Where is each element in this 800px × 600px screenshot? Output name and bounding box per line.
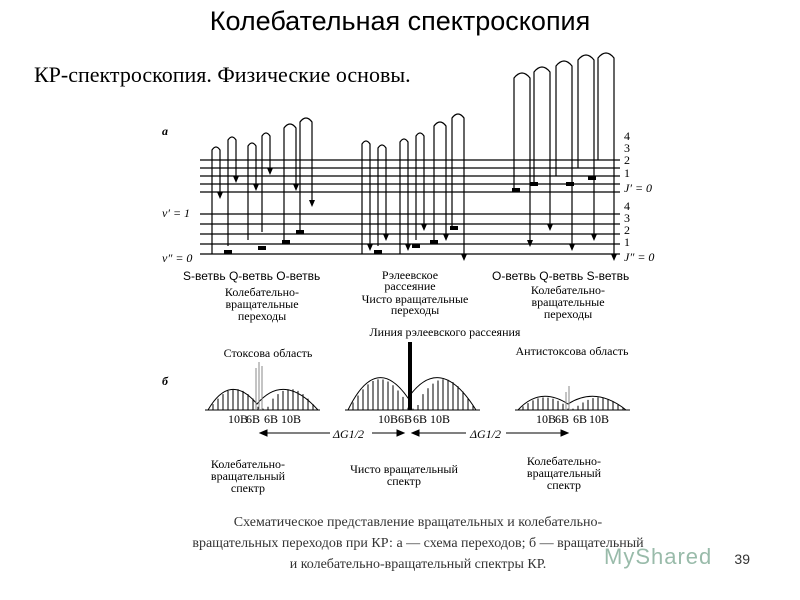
pure-spec-2: спектр [387,474,421,488]
vib-rot-left-1: Колебательно- [225,285,299,299]
tick-right-2: 6B [555,412,569,426]
tick-center-1: 10B [378,412,398,426]
vib-spec-right-2: вращательный [527,466,602,480]
tick-left-1: 10B [228,412,248,426]
v-upper-label: v′ = 1 [162,206,190,220]
j-upper-1: 1 [624,166,630,180]
vib-rot-right-1: Колебательно- [531,283,605,297]
energy-levels [200,159,620,255]
delta-g-left: ΔG1/2 [332,427,364,441]
tick-center-3: 6B [413,412,427,426]
caption-line-2: вращательных переходов при КР: а — схема… [192,536,644,551]
pure-rot-1: Чисто вращательные [362,292,469,306]
branches-left-label: S-ветвь Q-ветвь O-ветвь [183,269,320,283]
j-upper-2: 2 [624,153,630,167]
tick-left-4: 10B [281,412,301,426]
j-upper-4: 4 [624,129,630,143]
pure-rot-2: переходы [391,303,439,317]
arrow-heads [217,168,617,261]
j-upper-0: J′ = 0 [624,181,652,195]
tick-right-1: 10B [536,412,556,426]
caption-line-1: Схематическое представление вращательных… [233,515,603,530]
tick-right-3: 6B [573,412,587,426]
level-markers [224,176,596,254]
slide-subtitle: КР-спектроскопия. Физические основы. [34,62,411,87]
vib-spec-right-3: спектр [547,478,581,492]
panel-a-letter: а [162,124,168,138]
caption-line-3: и колебательно-вращательный спектры КР. [289,557,547,572]
vib-rot-left-2: вращательные [225,297,298,311]
j-lower-1: 1 [624,235,630,249]
stokes-label: Стоксова область [224,346,313,360]
delta-g-right: ΔG1/2 [469,427,501,441]
rayleigh-1: Рэлеевское [382,268,438,282]
j-lower-0: J″ = 0 [624,250,654,264]
tick-left-2: 6B [246,412,260,426]
vib-rot-left-3: переходы [238,309,286,323]
vib-spec-left-3: спектр [231,481,265,495]
page-number: 39 [734,551,750,567]
spectrum-lines [212,379,624,410]
vib-spec-left-1: Колебательно- [211,457,285,471]
tick-right-4: 10B [589,412,609,426]
vib-rot-right-3: переходы [544,307,592,321]
tick-center-4: 10B [430,412,450,426]
q-branch-lines [255,362,570,410]
j-lower-3: 3 [624,211,630,225]
panel-b-letter: б [162,374,169,388]
v-lower-label: v″ = 0 [162,251,192,265]
antistokes-label: Антистоксова область [515,344,629,358]
vib-spec-left-2: вращательный [211,469,286,483]
rayleigh-2: рассеяние [384,279,435,293]
j-upper-3: 3 [624,141,630,155]
branches-right-label: O-ветвь Q-ветвь S-ветвь [492,269,629,283]
vib-rot-right-2: вращательные [531,295,604,309]
rayleigh-line-label: Линия рэлеевского рассеяния [370,325,521,339]
slide-title: Колебательная спектроскопия [209,6,591,36]
vib-spec-right-1: Колебательно- [527,454,601,468]
transition-arrows [211,52,615,254]
j-lower-4: 4 [624,199,630,213]
j-lower-2: 2 [624,223,630,237]
watermark-logo: MyShared [604,544,713,569]
tick-center-2: 6B [398,412,412,426]
tick-left-3: 6B [264,412,278,426]
delta-g-arrows [258,429,570,437]
pure-spec-1: Чисто вращательный [350,462,458,476]
